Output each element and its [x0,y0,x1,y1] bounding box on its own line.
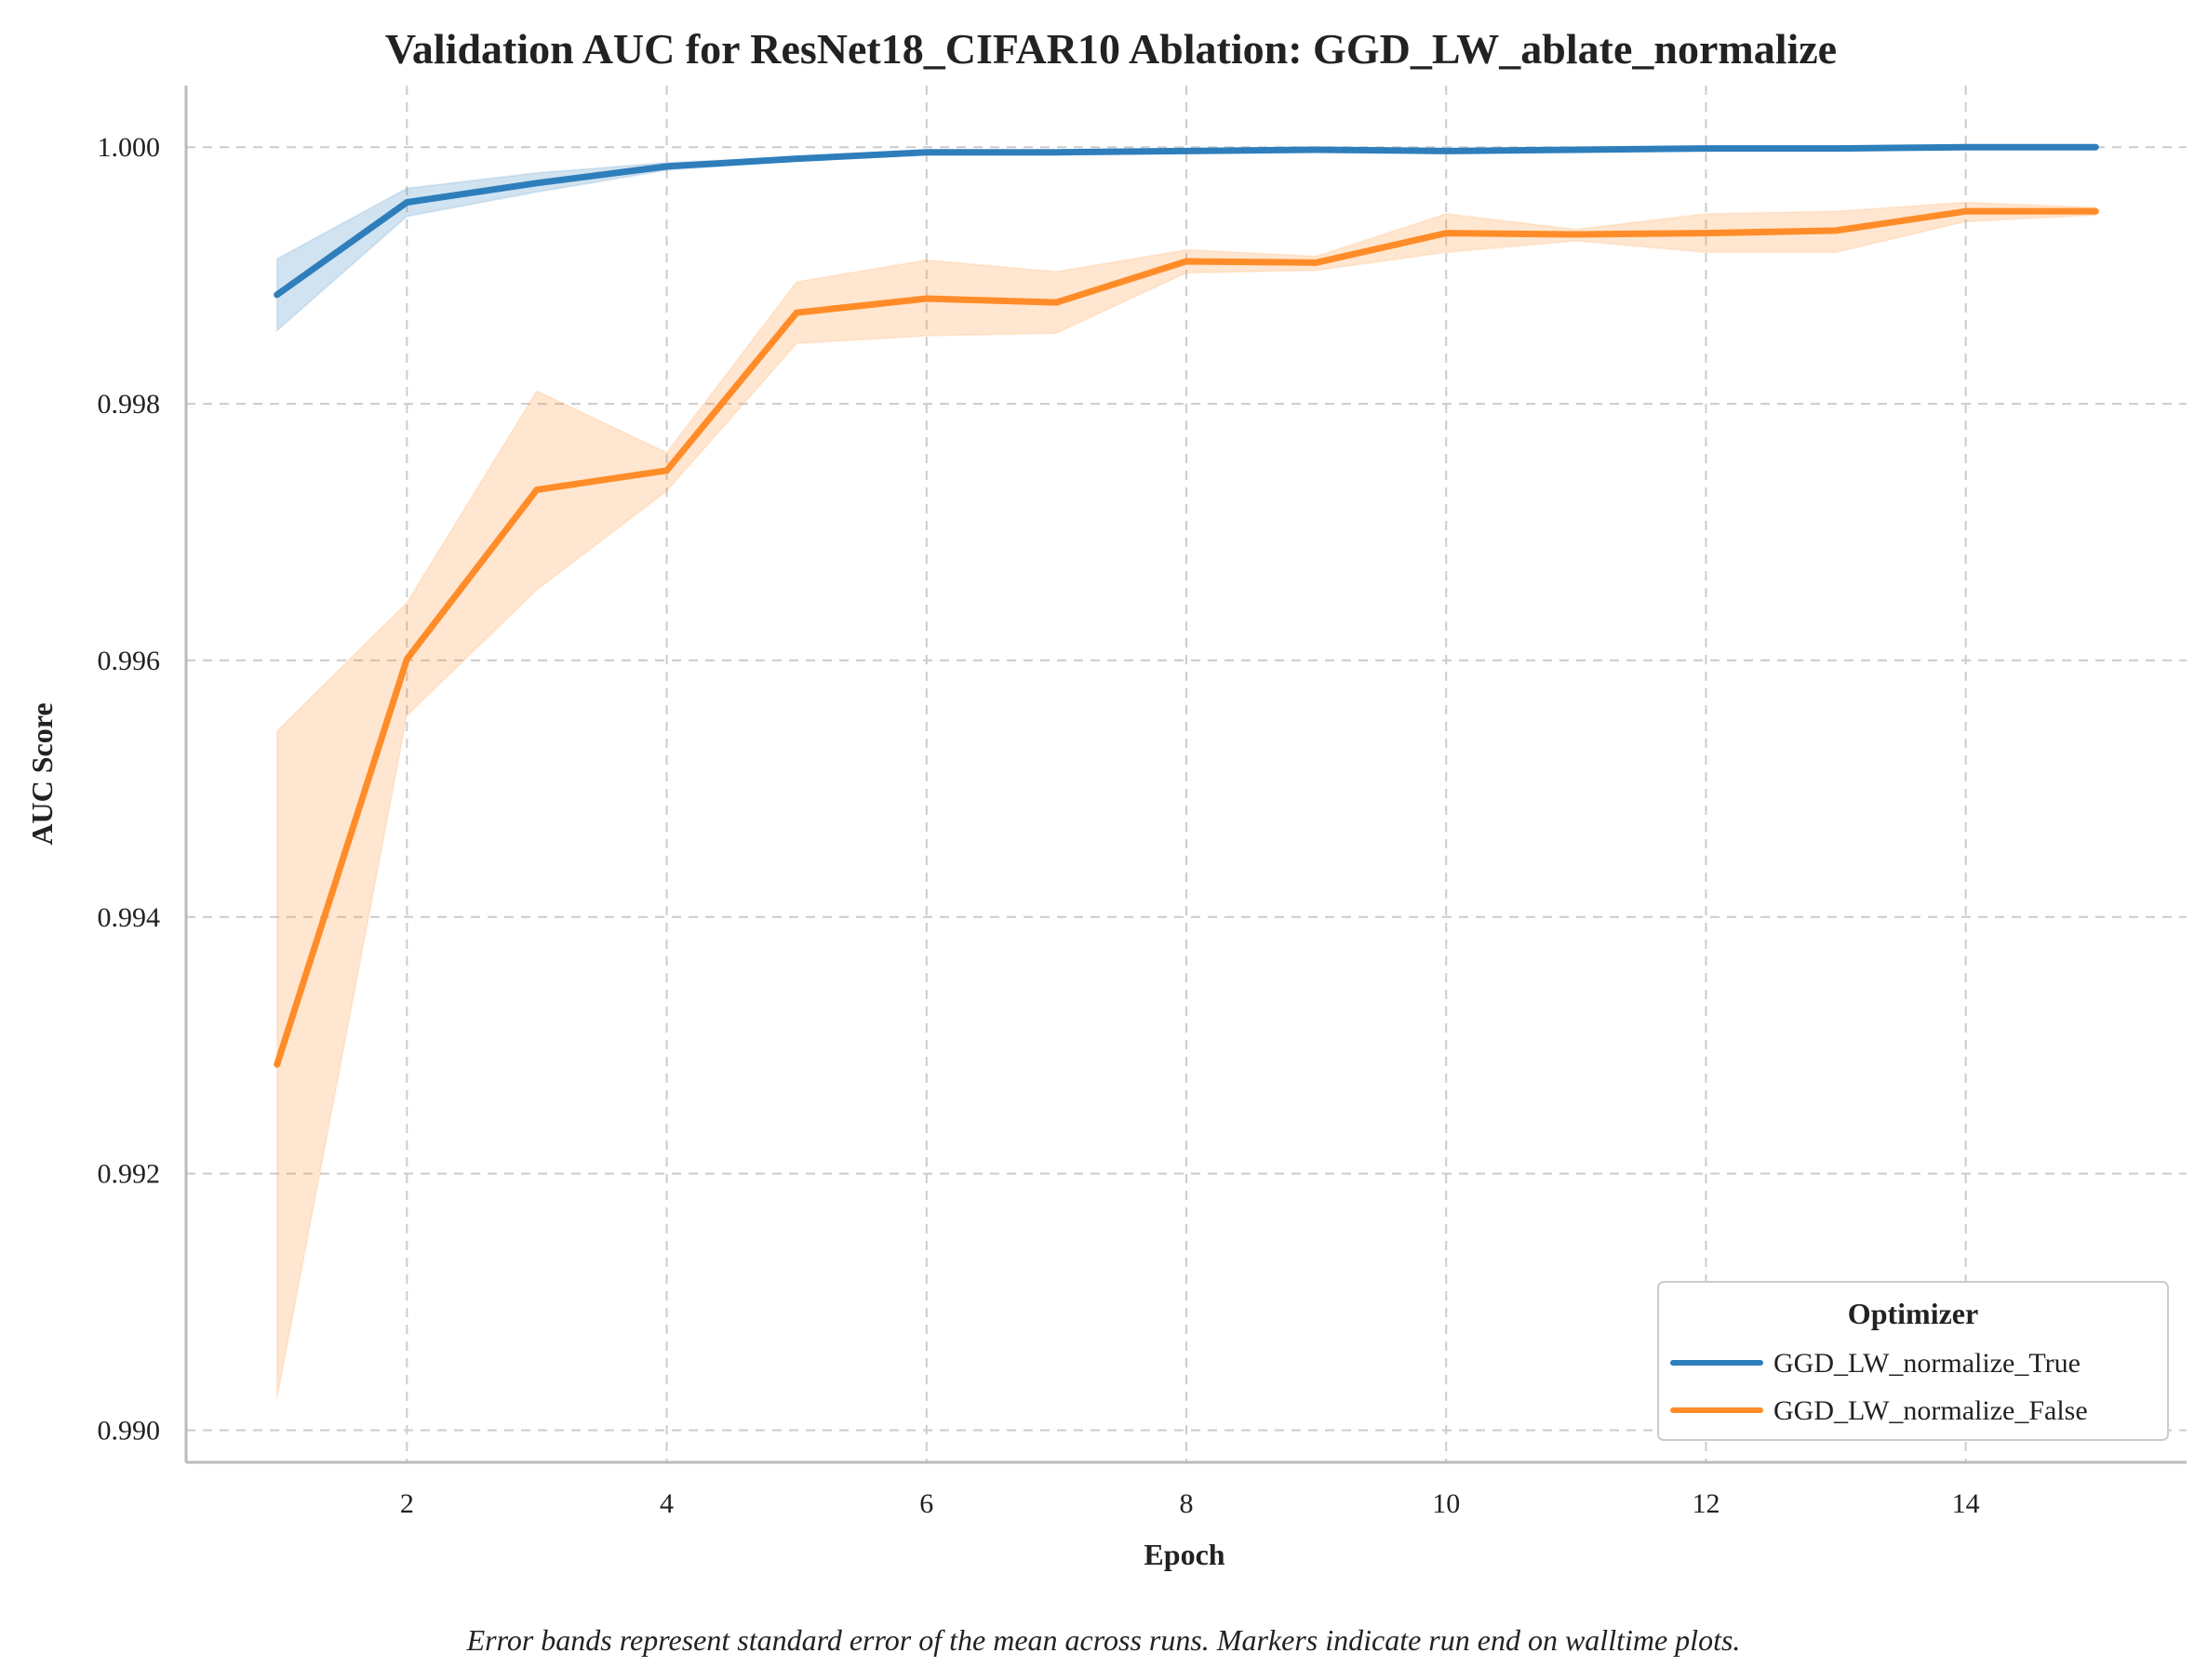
axes-spines [184,86,2187,1464]
series-lines [274,143,2099,1068]
y-axis-label: AUC Score [25,702,59,845]
series-line-ggd-lw-normalize-true [274,143,2099,299]
x-tick-label: 8 [1180,1488,1194,1519]
legend-title: Optimizer [1848,1297,1978,1330]
x-tick-label: 6 [919,1488,933,1519]
legend-box [1657,1281,2169,1441]
series-line-ggd-lw-normalize-false [274,207,2099,1068]
y-tick-label: 0.994 [98,902,161,933]
x-tick-label: 14 [1952,1488,1980,1519]
y-tick-label: 0.996 [98,646,161,676]
y-tick-label: 1.000 [98,132,161,163]
x-tick-label: 10 [1432,1488,1460,1519]
legend: Optimizer GGD_LW_normalize_True GGD_LW_n… [1657,1281,2169,1441]
y-axis-ticks: 0.990 0.992 0.994 0.996 0.998 1.000 [98,132,161,1446]
grid [186,86,2187,1462]
error-band-ggd-lw-normalize-false [275,201,2097,1399]
y-tick-label: 0.990 [98,1416,161,1447]
x-axis-ticks: 2 4 6 8 10 12 14 [400,1488,1980,1519]
x-axis-label: Epoch [1144,1538,1224,1571]
chart-title: Validation AUC for ResNet18_CIFAR10 Abla… [385,25,1837,73]
chart-caption: Error bands represent standard error of … [466,1623,1741,1657]
legend-label-ggd-lw-normalize-true: GGD_LW_normalize_True [1773,1348,2081,1379]
x-tick-label: 2 [400,1488,414,1519]
x-tick-label: 4 [660,1488,674,1519]
y-tick-label: 0.998 [98,389,161,420]
y-tick-label: 0.992 [98,1159,161,1190]
legend-label-ggd-lw-normalize-false: GGD_LW_normalize_False [1773,1395,2088,1426]
x-tick-label: 12 [1692,1488,1720,1519]
